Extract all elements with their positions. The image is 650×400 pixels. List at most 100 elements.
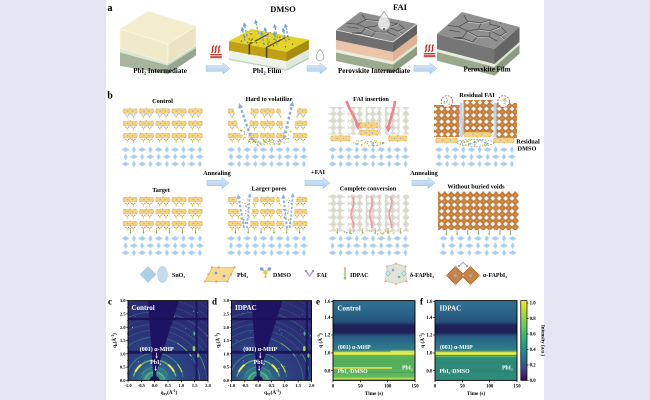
svg-text:1.5: 1.5 <box>120 338 126 343</box>
svg-text:PbI₂ Film: PbI₂ Film <box>253 67 282 75</box>
svg-text:0.0: 0.0 <box>152 383 158 388</box>
svg-text:0.8: 0.8 <box>426 369 433 374</box>
svg-text:1.5: 1.5 <box>295 383 301 388</box>
svg-text:q (Å-1): q (Å-1) <box>418 333 426 348</box>
svg-text:DMSO: DMSO <box>273 273 291 279</box>
svg-text:PbI₂·DMSO: PbI₂·DMSO <box>440 369 471 375</box>
svg-text:(001) α-MHP: (001) α-MHP <box>338 344 371 351</box>
svg-text:2.0: 2.0 <box>309 383 315 388</box>
svg-text:+FAI: +FAI <box>311 169 326 176</box>
svg-text:1.6: 1.6 <box>324 300 331 305</box>
svg-text:0.8: 0.8 <box>324 369 331 374</box>
svg-text:150: 150 <box>513 384 521 389</box>
svg-text:100: 100 <box>384 384 392 389</box>
svg-text:2.0: 2.0 <box>120 325 126 330</box>
svg-text:Complete conversion: Complete conversion <box>340 186 397 193</box>
svg-text:FAI: FAI <box>317 273 328 279</box>
svg-text:50: 50 <box>358 384 363 389</box>
svg-text:PbI₂: PbI₂ <box>254 360 265 366</box>
svg-text:2.5: 2.5 <box>223 312 229 317</box>
svg-text:0.5: 0.5 <box>223 365 229 370</box>
svg-text:1.4: 1.4 <box>324 316 331 321</box>
svg-text:qxy(Å-1): qxy(Å-1) <box>264 388 281 396</box>
svg-text:Time (s): Time (s) <box>365 390 383 397</box>
svg-text:(001) α-MHP: (001) α-MHP <box>440 344 473 351</box>
svg-text:DMSO: DMSO <box>270 4 296 14</box>
svg-text:0.8: 0.8 <box>530 317 537 322</box>
svg-text:2.5: 2.5 <box>120 312 126 317</box>
svg-text:FAI: FAI <box>393 2 408 12</box>
svg-text:Intensity (a.u.): Intensity (a.u.) <box>540 325 545 357</box>
svg-text:Without buried voids: Without buried voids <box>447 184 505 191</box>
svg-text:Target: Target <box>152 187 171 194</box>
svg-text:0.4: 0.4 <box>530 348 537 353</box>
svg-text:1.6: 1.6 <box>426 300 433 305</box>
svg-text:PbI₂: PbI₂ <box>150 360 161 366</box>
svg-text:Time (s): Time (s) <box>467 390 485 397</box>
svg-text:Annealing: Annealing <box>203 170 231 177</box>
svg-text:1.0: 1.0 <box>120 351 126 356</box>
svg-text:-0.5: -0.5 <box>241 383 249 388</box>
svg-text:150: 150 <box>411 384 419 389</box>
svg-text:(001) α-MHP: (001) α-MHP <box>140 346 174 353</box>
svg-text:0.0: 0.0 <box>530 379 537 384</box>
svg-text:3.0: 3.0 <box>223 298 229 303</box>
svg-text:Residual: Residual <box>516 139 540 146</box>
svg-text:PbI₂: PbI₂ <box>502 366 513 372</box>
svg-text:0.2: 0.2 <box>530 364 537 369</box>
svg-text:PbI₂: PbI₂ <box>237 273 248 279</box>
svg-text:FAI insertion: FAI insertion <box>353 96 389 103</box>
svg-text:100: 100 <box>486 384 494 389</box>
svg-text:2.0: 2.0 <box>223 325 229 330</box>
svg-text:e: e <box>316 297 320 307</box>
svg-text:Annealing: Annealing <box>410 170 438 177</box>
svg-text:Control: Control <box>152 98 173 105</box>
svg-text:1.0: 1.0 <box>282 383 288 388</box>
svg-text:0: 0 <box>332 384 335 389</box>
svg-text:b: b <box>107 91 113 102</box>
svg-text:-0.5: -0.5 <box>138 383 146 388</box>
svg-text:α-FAPbI₃: α-FAPbI₃ <box>483 273 507 279</box>
svg-text:δ-FAPbI₃: δ-FAPbI₃ <box>410 273 434 279</box>
svg-text:SnO₂: SnO₂ <box>172 273 185 279</box>
svg-text:Residual FAI: Residual FAI <box>459 92 495 99</box>
svg-text:qxy(Å-1): qxy(Å-1) <box>161 388 178 396</box>
svg-text:IDPAC: IDPAC <box>350 273 369 279</box>
svg-text:1.0: 1.0 <box>223 351 229 356</box>
svg-text:PbI₂·DMSO: PbI₂·DMSO <box>338 369 369 375</box>
svg-text:0.0: 0.0 <box>255 383 261 388</box>
svg-text:2.0: 2.0 <box>205 383 211 388</box>
svg-text:1.5: 1.5 <box>223 338 229 343</box>
svg-text:0.5: 0.5 <box>165 383 171 388</box>
svg-text:Perovskite Film: Perovskite Film <box>463 66 510 74</box>
svg-text:DMSO: DMSO <box>518 146 537 153</box>
svg-text:Control: Control <box>338 305 361 313</box>
svg-text:d: d <box>212 297 217 307</box>
svg-text:1.0: 1.0 <box>178 383 184 388</box>
svg-text:3.0: 3.0 <box>120 298 126 303</box>
svg-text:0.5: 0.5 <box>120 365 126 370</box>
svg-text:1.0: 1.0 <box>530 302 537 307</box>
svg-text:IDPAC: IDPAC <box>235 304 257 312</box>
svg-text:Control: Control <box>132 304 155 312</box>
svg-text:Perovskite Intermediate: Perovskite Intermediate <box>338 67 410 75</box>
svg-text:1.5: 1.5 <box>192 383 198 388</box>
svg-text:0.6: 0.6 <box>530 333 537 338</box>
svg-text:0.0: 0.0 <box>120 378 126 383</box>
svg-text:1.2: 1.2 <box>324 334 331 339</box>
svg-text:-1.0: -1.0 <box>228 383 236 388</box>
svg-text:1.0: 1.0 <box>324 352 331 357</box>
svg-text:(001) α-MHP: (001) α-MHP <box>243 346 277 353</box>
svg-text:0.5: 0.5 <box>269 383 275 388</box>
svg-text:f: f <box>420 297 424 307</box>
svg-text:Larger pores: Larger pores <box>252 186 287 193</box>
svg-text:a: a <box>108 3 113 14</box>
svg-text:qz(Å-1): qz(Å-1) <box>110 333 118 348</box>
svg-text:1.0: 1.0 <box>426 352 433 357</box>
svg-text:PbI₂: PbI₂ <box>402 366 413 372</box>
svg-text:qz(Å-1): qz(Å-1) <box>214 333 222 348</box>
svg-text:IDPAC: IDPAC <box>440 305 462 313</box>
svg-text:-1.0: -1.0 <box>124 383 132 388</box>
svg-text:1.2: 1.2 <box>426 334 433 339</box>
svg-text:0.0: 0.0 <box>223 378 229 383</box>
